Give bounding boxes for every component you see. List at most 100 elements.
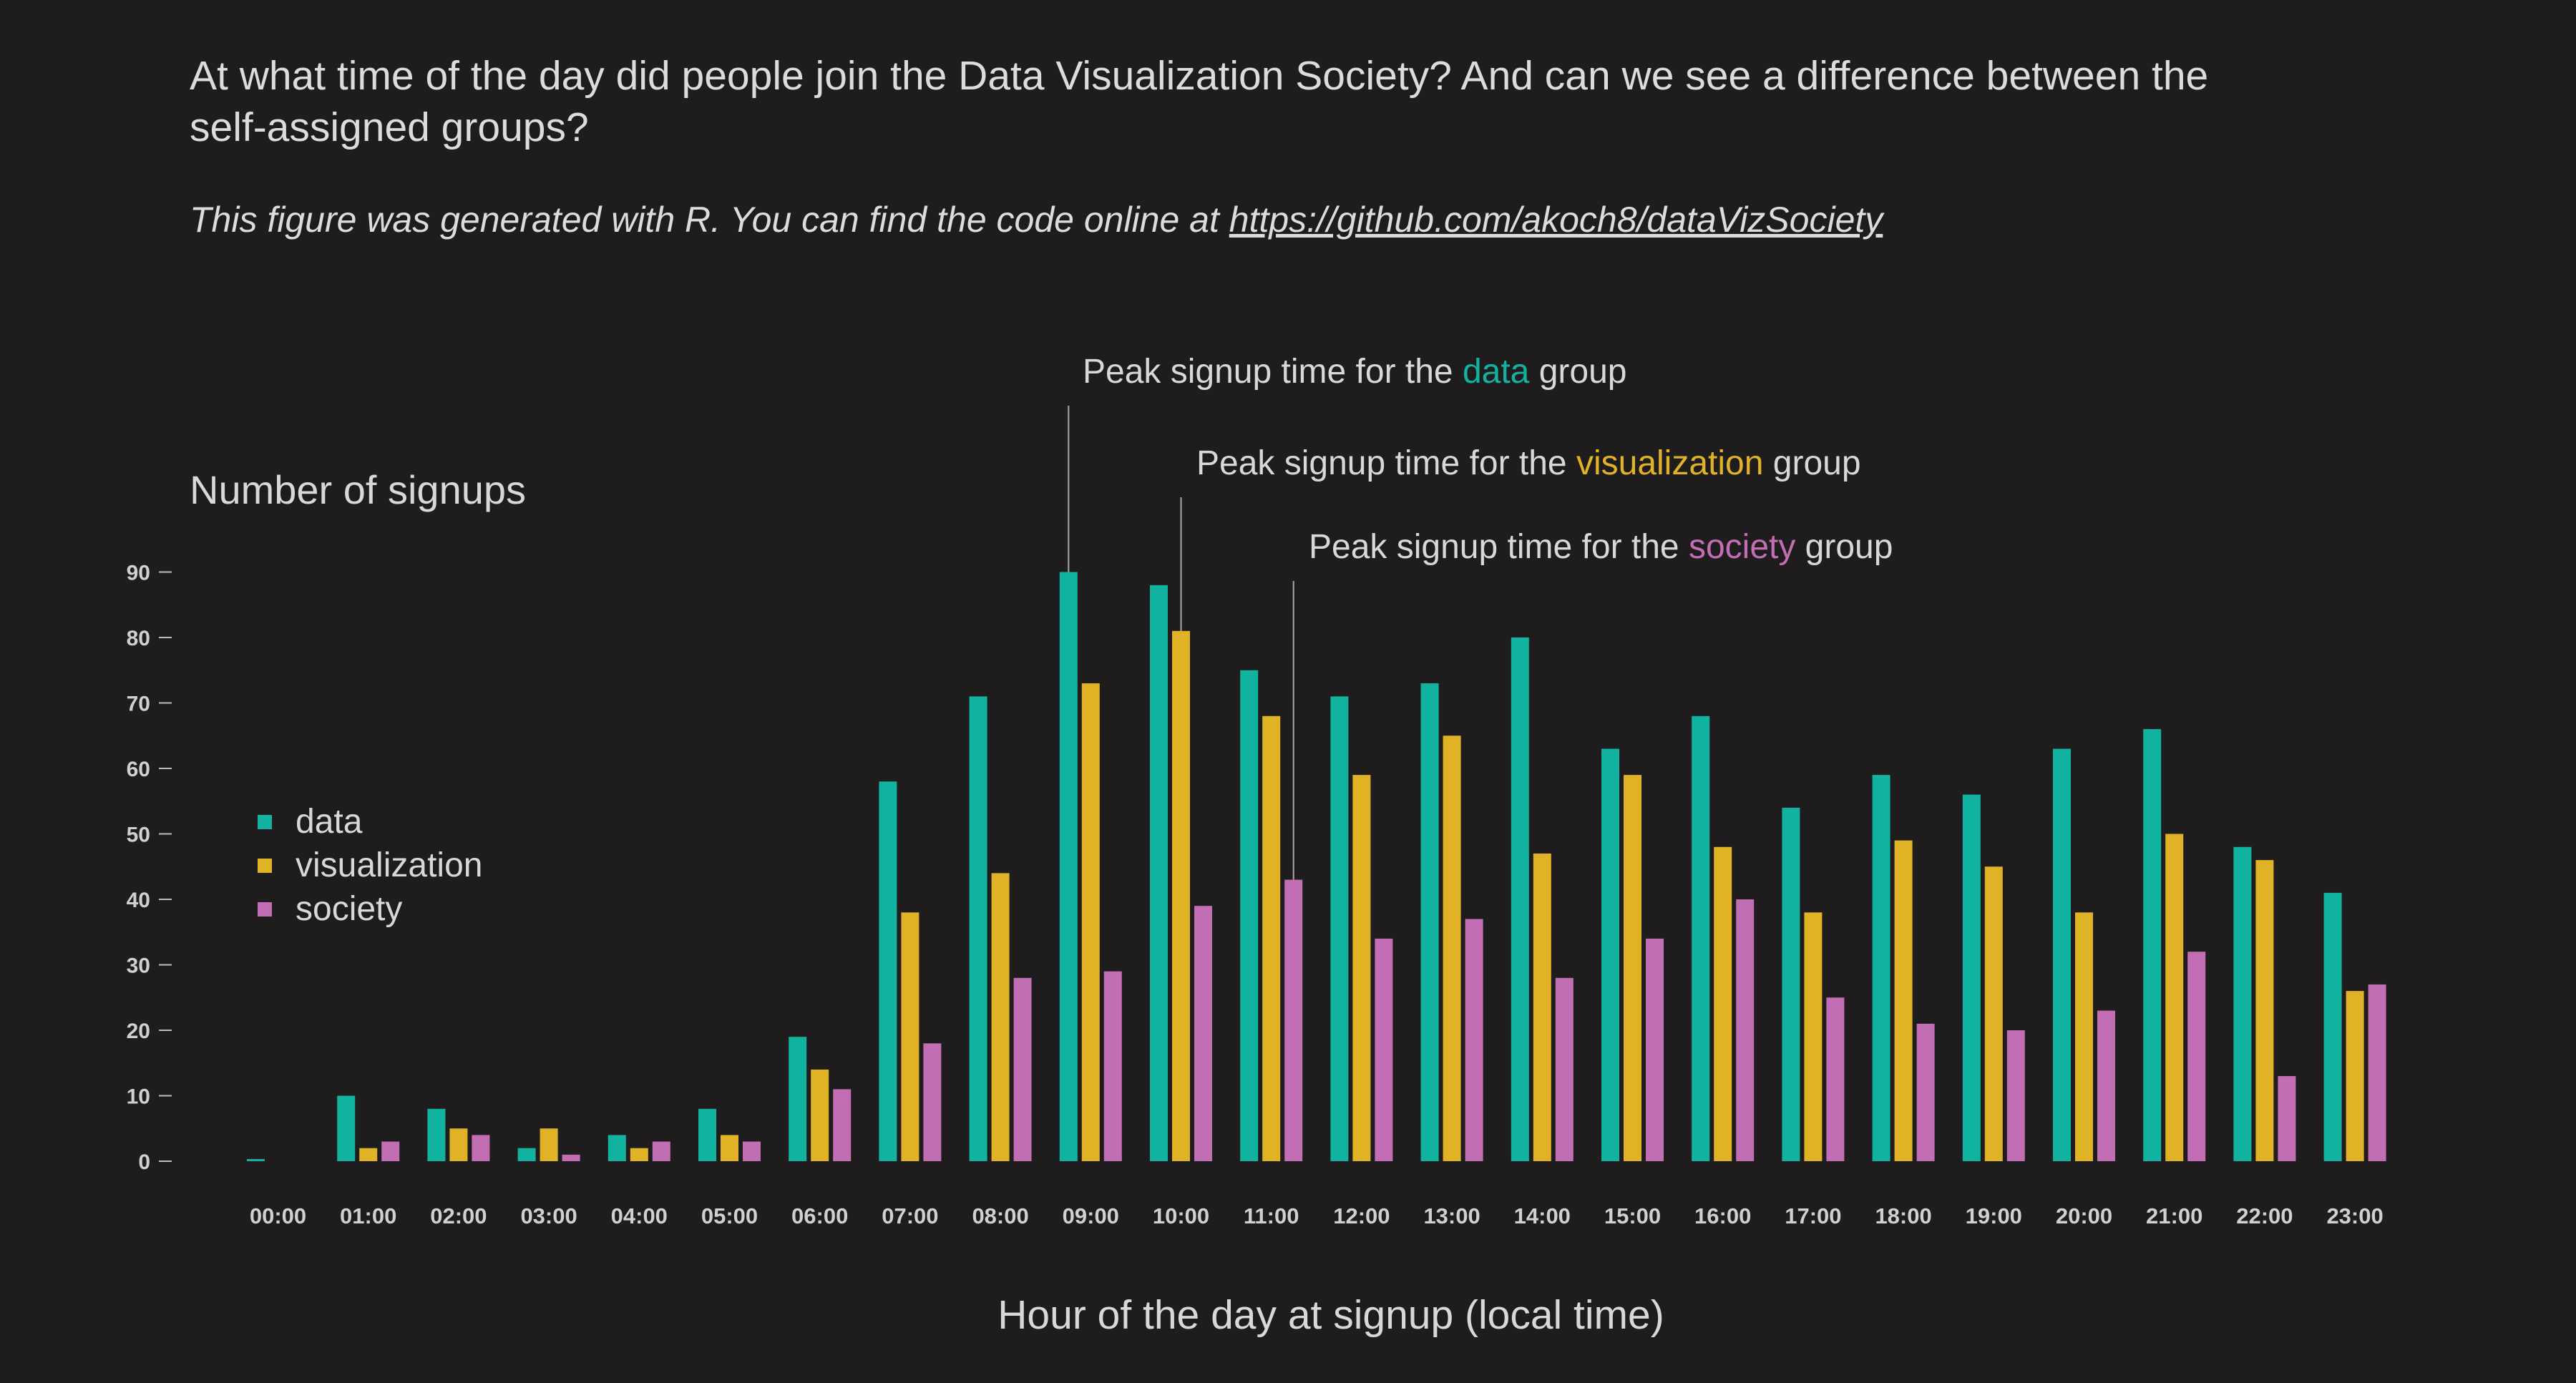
x-tick-label: 04:00 [611, 1203, 668, 1228]
bar-society [1736, 899, 1755, 1161]
y-tick-label: 20 [127, 1020, 150, 1043]
bar-data [608, 1135, 626, 1161]
x-tick-label: 03:00 [520, 1203, 577, 1228]
x-tick-label: 17:00 [1785, 1203, 1841, 1228]
annotation-peak-visualization: Peak signup time for the visualization g… [1196, 444, 1861, 482]
bar-data [698, 1108, 716, 1161]
bar-data [517, 1148, 536, 1161]
bar-data [2233, 846, 2252, 1161]
x-tick-label: 21:00 [2146, 1203, 2202, 1228]
x-tick-label: 20:00 [2056, 1203, 2112, 1228]
x-tick-label: 08:00 [972, 1203, 1028, 1228]
x-tick-label: 16:00 [1694, 1203, 1751, 1228]
bar-society [923, 1043, 942, 1161]
bar-data [879, 781, 897, 1161]
bar-data [427, 1108, 446, 1161]
x-tick-label: 14:00 [1514, 1203, 1571, 1228]
bar-visualization [540, 1128, 558, 1161]
bar-society [1916, 1023, 1935, 1161]
x-tick-label: 15:00 [1604, 1203, 1661, 1228]
caption-text: This figure was generated with R. You ca… [190, 200, 1229, 240]
bar-visualization [2075, 912, 2093, 1161]
bar-society [2278, 1076, 2296, 1161]
bar-visualization [1172, 630, 1190, 1161]
y-tick-label: 60 [127, 758, 150, 781]
x-axis-title: Hour of the day at signup (local time) [997, 1292, 1664, 1338]
x-tick-label: 23:00 [2326, 1203, 2383, 1228]
bar-data [1420, 683, 1439, 1161]
bar-data [969, 696, 987, 1161]
x-tick-label: 00:00 [250, 1203, 306, 1228]
bar-data [1150, 585, 1168, 1161]
x-tick-label: 13:00 [1423, 1203, 1480, 1228]
bar-data [1782, 807, 1800, 1161]
bar-data [1962, 794, 1981, 1161]
bar-visualization [359, 1148, 378, 1161]
legend-label-data: data [296, 803, 363, 841]
bar-society [381, 1141, 400, 1161]
bar-visualization [2255, 860, 2274, 1161]
bar-society [1555, 977, 1574, 1161]
bar-data [1692, 715, 1710, 1161]
x-tick-label: 01:00 [340, 1203, 396, 1228]
bar-visualization [2346, 991, 2364, 1161]
y-tick-label: 90 [127, 562, 150, 585]
x-tick-label: 22:00 [2236, 1203, 2293, 1228]
bar-society [1375, 938, 1393, 1161]
x-tick-label: 09:00 [1063, 1203, 1119, 1228]
bar-society [652, 1141, 670, 1161]
annotation-peak-society: Peak signup time for the society group [1309, 528, 1893, 566]
bar-society [1284, 879, 1303, 1161]
bar-visualization [1352, 775, 1371, 1161]
legend-label-society: society [296, 890, 403, 928]
annotation-peak-data: Peak signup time for the data group [1083, 353, 1626, 391]
bar-visualization [1262, 715, 1281, 1161]
chart-title: At what time of the day did people join … [190, 53, 2209, 150]
bar-visualization [1894, 840, 1913, 1161]
y-tick-label: 0 [138, 1150, 150, 1174]
legend-item-visualization: visualization [258, 844, 482, 887]
bar-data [789, 1037, 807, 1161]
bar-data [1059, 572, 1078, 1161]
bar-society [2006, 1030, 2025, 1161]
legend-label-visualization: visualization [296, 846, 483, 884]
y-tick-label: 40 [127, 889, 150, 912]
bar-data [337, 1095, 356, 1161]
bar-data [1240, 670, 1259, 1161]
bar-data [1330, 696, 1349, 1161]
legend-swatch-visualization [258, 858, 272, 873]
caption: This figure was generated with R. You ca… [190, 199, 1883, 240]
x-tick-label: 05:00 [701, 1203, 758, 1228]
bar-visualization [1443, 736, 1461, 1161]
bar-visualization [2165, 834, 2184, 1161]
x-tick-label: 06:00 [791, 1203, 848, 1228]
x-tick-label: 12:00 [1333, 1203, 1390, 1228]
bar-society [1646, 938, 1664, 1161]
bar-visualization [991, 873, 1010, 1161]
bar-data [2143, 729, 2162, 1161]
bar-society [1194, 906, 1212, 1161]
bar-visualization [1081, 683, 1100, 1161]
bar-visualization [630, 1148, 648, 1161]
x-tick-label: 07:00 [882, 1203, 938, 1228]
legend-swatch-data [258, 814, 272, 829]
bar-society [562, 1154, 580, 1161]
x-tick-label: 19:00 [1966, 1203, 2022, 1228]
bar-visualization [901, 912, 919, 1161]
x-tick-label: 18:00 [1875, 1203, 1931, 1228]
bar-society [1013, 977, 1032, 1161]
code-link[interactable]: https://github.com/akoch8/dataVizSociety [1229, 200, 1883, 240]
bar-society [472, 1135, 490, 1161]
bar-visualization [449, 1128, 468, 1161]
x-tick-label: 02:00 [430, 1203, 487, 1228]
y-tick-label: 70 [127, 693, 150, 716]
bar-visualization [1533, 853, 1551, 1161]
bar-data [247, 1159, 265, 1161]
bar-visualization [1714, 846, 1732, 1161]
bar-society [1465, 919, 1483, 1161]
bar-visualization [1624, 775, 1641, 1161]
bar-data [1872, 775, 1890, 1161]
bar-visualization [1804, 912, 1823, 1161]
bar-society [2187, 952, 2206, 1161]
